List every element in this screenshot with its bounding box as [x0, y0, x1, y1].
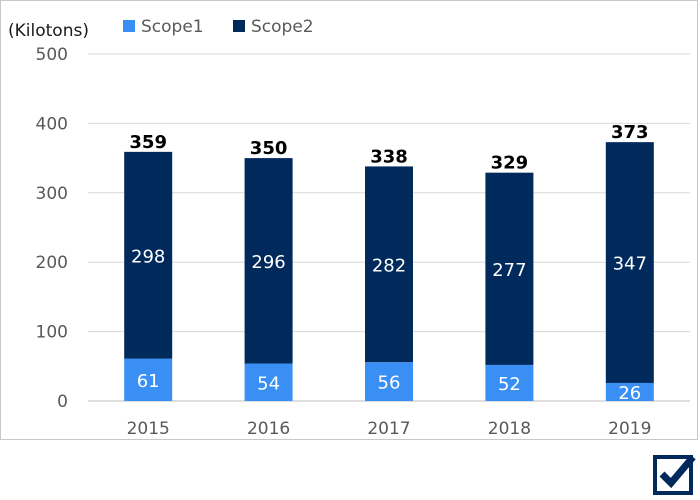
x-axis: 2015 2016 2017 2018 2019 — [127, 419, 652, 439]
x-tick-label: 2016 — [247, 419, 290, 439]
x-tick-label: 2018 — [488, 419, 531, 439]
x-tick-label: 2017 — [367, 419, 410, 439]
bar-total-label: 329 — [491, 153, 529, 174]
bar-segment-scope1 — [124, 358, 173, 401]
bar-value-label: 277 — [492, 260, 526, 281]
bar-value-label: 282 — [372, 255, 406, 276]
bar-value-label: 26 — [618, 383, 641, 404]
gridlines — [88, 53, 690, 402]
bar-segment-scope1 — [365, 362, 413, 401]
bar-segment-scope2 — [244, 158, 293, 364]
bar-segment-scope2 — [605, 142, 654, 383]
legend-swatch-scope2 — [233, 20, 245, 32]
bar-value-label: 298 — [131, 246, 165, 267]
y-tick-label: 300 — [36, 184, 68, 204]
chart: 0 100 200 300 400 500 61 298 359 54 296 350 56 282 33… — [8, 17, 690, 439]
bars: 61 298 359 54 296 350 56 282 338 52 277 329 26 347 373 — [124, 122, 654, 404]
bar-value-label: 56 — [378, 373, 401, 394]
y-tick-label: 0 — [57, 392, 68, 412]
bar-segment-scope2 — [124, 151, 173, 359]
bar-segment-scope2 — [365, 166, 413, 363]
y-tick-label: 200 — [36, 253, 68, 273]
legend-label-scope2: Scope2 — [251, 17, 314, 37]
bar-segment-scope1 — [485, 364, 534, 401]
bar-total-label: 359 — [129, 132, 167, 153]
bar-total-label: 350 — [250, 138, 288, 159]
bar-value-label: 54 — [257, 373, 280, 394]
legend-label-scope1: Scope1 — [141, 17, 204, 37]
x-tick-label: 2019 — [608, 419, 651, 439]
bar-total-label: 373 — [611, 122, 649, 143]
x-tick-label: 2015 — [127, 419, 170, 439]
bar-total-label: 338 — [370, 146, 408, 167]
y-tick-label: 100 — [36, 323, 68, 343]
bar-value-label: 52 — [498, 374, 521, 395]
y-tick-label: 400 — [36, 114, 68, 134]
bar-value-label: 296 — [251, 252, 285, 273]
chart-frame — [0, 0, 698, 440]
bar-segment-scope1 — [605, 382, 654, 401]
bar-value-label: 61 — [137, 371, 160, 392]
bar-segment-scope1 — [244, 363, 293, 401]
y-axis: 0 100 200 300 400 500 — [36, 45, 68, 412]
legend-swatch-scope1 — [123, 20, 135, 32]
bar-segment-scope2 — [485, 172, 534, 365]
bar-value-label: 347 — [613, 254, 647, 275]
y-unit-label: (Kilotons) — [8, 21, 89, 41]
y-tick-label: 500 — [36, 45, 68, 65]
checkbox-checked-icon — [653, 454, 696, 495]
legend: Scope1 Scope2 — [123, 17, 314, 37]
